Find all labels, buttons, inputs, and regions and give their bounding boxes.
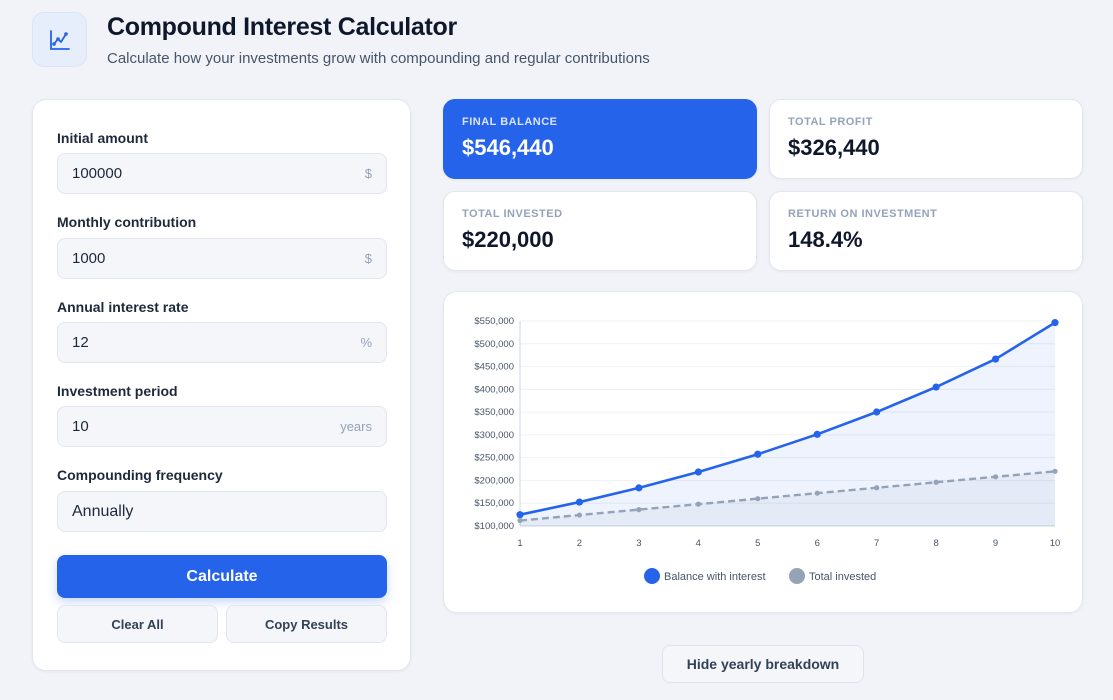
roi-label: Return on investment (788, 208, 938, 220)
balance-point (991, 355, 1000, 363)
calculate-button[interactable]: Calculate (57, 555, 387, 598)
balance-area (520, 322, 1055, 526)
x-tick-label: 3 (636, 538, 641, 549)
toggle-breakdown-button[interactable]: Hide yearly breakdown (662, 645, 864, 683)
balance-point (516, 511, 524, 519)
compounding-frequency-value: Annually (72, 503, 134, 520)
y-tick-label: $500,000 (474, 339, 514, 350)
roi-value: 148.4% (788, 227, 863, 252)
x-tick-label: 5 (755, 538, 760, 549)
total-profit-value: $326,440 (788, 135, 880, 160)
compounding-frequency-label: Compounding frequency (57, 467, 223, 483)
balance-line (519, 321, 1056, 516)
investment-period-label: Investment period (57, 383, 178, 399)
balance-point (575, 498, 584, 506)
x-tick-label: 10 (1050, 538, 1061, 549)
y-tick-label: $100,000 (474, 521, 514, 532)
total-profit-card: Total profit $326,440 (769, 99, 1083, 179)
balance-point (873, 408, 881, 416)
y-tick-label: $400,000 (474, 384, 514, 395)
years-suffix: years (340, 419, 372, 434)
balance-point (694, 468, 702, 476)
balance-point (754, 450, 762, 458)
x-tick-label: 6 (815, 538, 820, 549)
x-tick-label: 1 (517, 538, 522, 549)
invested-point (1052, 468, 1058, 474)
invested-point (814, 490, 820, 496)
invested-point (695, 501, 701, 507)
y-tick-label: $250,000 (474, 453, 514, 464)
copy-results-button[interactable]: Copy Results (226, 605, 387, 643)
invested-point (636, 507, 642, 513)
growth-chart-icon (49, 29, 70, 50)
invested-area (520, 471, 1055, 526)
initial-amount-label: Initial amount (57, 130, 148, 146)
total-invested-card: Total invested $220,000 (443, 191, 757, 271)
x-tick-label: 7 (874, 538, 879, 549)
growth-chart-card: $100,000 $150,000 $200,000 $250,000 $300,000… (443, 291, 1083, 613)
invested-point (874, 485, 880, 491)
y-tick-label: $300,000 (474, 430, 514, 441)
balance-point (932, 383, 940, 391)
app-logo (32, 12, 87, 67)
invested-point (992, 474, 999, 480)
monthly-contribution-label: Monthly contribution (57, 214, 197, 230)
invested-point (576, 512, 583, 518)
clear-all-button[interactable]: Clear All (57, 605, 218, 643)
balance-point (813, 430, 821, 438)
monthly-contribution-input[interactable]: 1000 $ (57, 238, 387, 279)
investment-period-input[interactable]: 10 years (57, 406, 387, 447)
monthly-contribution-value: 1000 (72, 250, 106, 267)
x-tick-label: 9 (993, 538, 998, 549)
page-subtitle: Calculate how your investments grow with… (107, 50, 650, 67)
y-tick-label: $350,000 (474, 407, 514, 418)
invested-point (517, 517, 523, 524)
dollar-suffix: $ (364, 251, 372, 266)
interest-rate-label: Annual interest rate (57, 299, 189, 315)
y-tick-label: $450,000 (474, 362, 514, 373)
legend-label-invested: Total invested (809, 571, 876, 583)
page-title: Compound Interest Calculator (107, 13, 457, 41)
percent-suffix: % (360, 335, 372, 350)
total-invested-label: Total invested (462, 208, 563, 220)
x-tick-label: 2 (577, 538, 582, 549)
interest-rate-input[interactable]: 12 % (57, 322, 387, 363)
total-profit-label: Total profit (788, 116, 873, 128)
x-tick-label: 4 (696, 538, 701, 549)
y-tick-label: $200,000 (474, 475, 514, 486)
balance-point (1051, 319, 1059, 327)
roi-card: Return on investment 148.4% (769, 191, 1083, 271)
calculator-form: Initial amount 100000 $ Monthly contribu… (32, 99, 411, 671)
final-balance-label: Final balance (462, 116, 558, 128)
x-tick-label: 8 (933, 538, 938, 549)
invested-point (933, 479, 939, 485)
total-invested-value: $220,000 (462, 227, 554, 252)
initial-amount-input[interactable]: 100000 $ (57, 153, 387, 194)
compounding-frequency-select[interactable]: Annually (57, 491, 387, 532)
final-balance-card: Final balance $546,440 (443, 99, 757, 179)
y-tick-label: $550,000 (474, 316, 514, 327)
initial-amount-value: 100000 (72, 165, 123, 182)
invested-point (755, 496, 761, 502)
invested-line (519, 470, 1056, 522)
dollar-suffix: $ (364, 166, 372, 181)
growth-chart: $100,000 $150,000 $200,000 $250,000 $300,000… (474, 316, 1061, 584)
legend-swatch-invested (789, 568, 805, 584)
investment-period-value: 10 (72, 418, 89, 435)
interest-rate-value: 12 (72, 334, 89, 351)
legend-label-balance: Balance with interest (664, 571, 766, 583)
balance-point (635, 484, 643, 492)
final-balance-value: $546,440 (462, 135, 554, 160)
y-tick-label: $150,000 (474, 498, 514, 509)
legend-swatch-balance (644, 568, 660, 584)
